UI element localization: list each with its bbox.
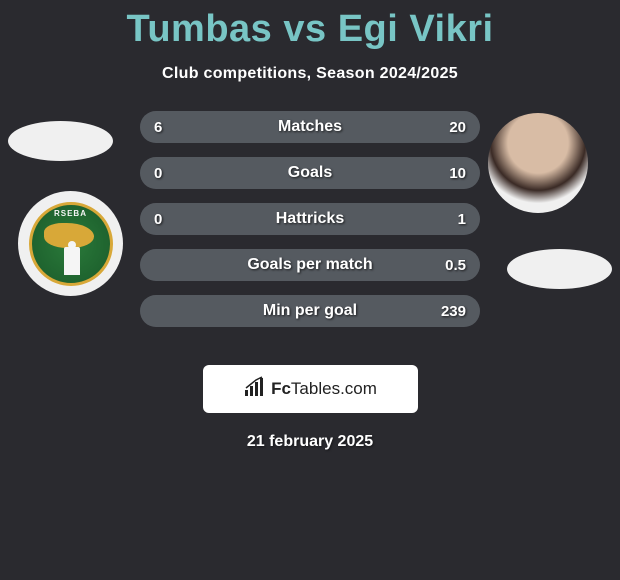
stat-value-left: 0 bbox=[154, 165, 162, 182]
player-right-avatar bbox=[488, 113, 588, 213]
club-left-crest: RSEBA bbox=[18, 191, 123, 296]
stat-bar: 6 Matches 20 bbox=[140, 111, 480, 143]
stat-label: Min per goal bbox=[263, 302, 357, 320]
stat-value-right: 20 bbox=[449, 119, 466, 136]
stat-value-right: 0.5 bbox=[445, 257, 466, 274]
comparison-panel: RSEBA 6 Matches 20 0 Goals 10 0 Hattricks 1 Goals… bbox=[0, 111, 620, 351]
brand-logo: FcTables.com bbox=[203, 365, 418, 413]
crest-text: RSEBA bbox=[32, 209, 110, 218]
player-left-placeholder bbox=[8, 121, 113, 161]
brand-prefix: Fc bbox=[271, 379, 291, 398]
page-subtitle: Club competitions, Season 2024/2025 bbox=[0, 65, 620, 83]
stat-value-left: 0 bbox=[154, 211, 162, 228]
stat-label: Matches bbox=[278, 118, 342, 136]
stat-bars: 6 Matches 20 0 Goals 10 0 Hattricks 1 Goals per m… bbox=[140, 111, 480, 341]
bar-fill-left bbox=[140, 111, 218, 143]
stat-value-right: 239 bbox=[441, 303, 466, 320]
stat-bar: 0 Goals 10 bbox=[140, 157, 480, 189]
stat-bar: Min per goal 239 bbox=[140, 295, 480, 327]
stat-bar: Goals per match 0.5 bbox=[140, 249, 480, 281]
date-text: 21 february 2025 bbox=[0, 433, 620, 451]
crest-tower-icon bbox=[64, 247, 80, 275]
stat-bar: 0 Hattricks 1 bbox=[140, 203, 480, 235]
chart-icon bbox=[243, 376, 265, 403]
stat-value-right: 10 bbox=[449, 165, 466, 182]
brand-text: FcTables.com bbox=[271, 379, 377, 399]
club-right-placeholder bbox=[507, 249, 612, 289]
bar-fill-right bbox=[218, 111, 480, 143]
stat-label: Goals bbox=[288, 164, 332, 182]
page-title: Tumbas vs Egi Vikri bbox=[0, 0, 620, 51]
stat-value-right: 1 bbox=[458, 211, 466, 228]
stat-label: Hattricks bbox=[276, 210, 344, 228]
stat-label: Goals per match bbox=[247, 256, 372, 274]
brand-suffix: Tables.com bbox=[291, 379, 377, 398]
stat-value-left: 6 bbox=[154, 119, 162, 136]
crest-badge-icon: RSEBA bbox=[29, 202, 113, 286]
